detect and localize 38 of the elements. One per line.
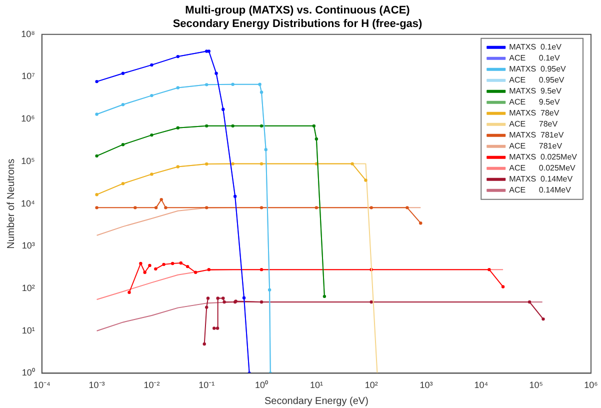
x-tick-label: 10⁻⁴ bbox=[33, 380, 50, 390]
legend-label: ACE 0.1eV bbox=[509, 54, 560, 63]
x-tick-label: 10⁻¹ bbox=[198, 380, 215, 390]
legend-label: ACE 78eV bbox=[509, 120, 558, 129]
legend-label: MATXS 9.5eV bbox=[509, 86, 562, 96]
y-tick-label: 10⁷ bbox=[22, 71, 35, 82]
y-tick-label: 10⁶ bbox=[21, 114, 36, 124]
chart-subtitle: Secondary Energy Distributions for H (free-gas) bbox=[172, 18, 423, 30]
x-tick-label: 10⁴ bbox=[474, 380, 488, 390]
x-tick-label: 10³ bbox=[420, 380, 433, 390]
legend-label: MATXS 0.1eV bbox=[509, 42, 562, 52]
y-tick-label: 10² bbox=[22, 282, 35, 293]
x-tick-label: 10⁻³ bbox=[88, 380, 105, 390]
y-tick-label: 10¹ bbox=[22, 325, 35, 336]
y-tick-label: 10⁸ bbox=[21, 28, 36, 39]
x-tick-label: 10⁶ bbox=[584, 380, 598, 390]
x-tick-label: 10⁰ bbox=[255, 380, 268, 390]
legend-label: ACE 9.5eV bbox=[509, 98, 560, 107]
legend-label: ACE 0.025MeV bbox=[509, 164, 576, 173]
x-axis-title: Secondary Energy (eV) bbox=[264, 396, 368, 407]
y-tick-label: 10⁴ bbox=[20, 198, 35, 208]
x-tick-label: 10⁵ bbox=[529, 380, 544, 390]
legend-label: ACE 0.14MeV bbox=[509, 186, 572, 195]
legend-label: MATXS 0.95eV bbox=[509, 64, 567, 74]
legend-label: ACE 781eV bbox=[509, 142, 563, 151]
legend-label: ACE 0.95eV bbox=[509, 76, 565, 85]
y-axis-title: Number of Neutrons bbox=[6, 158, 17, 249]
legend-label: MATXS 0.14MeV bbox=[509, 174, 574, 184]
legend-label: MATXS 0.025MeV bbox=[509, 152, 578, 162]
x-tick-label: 10² bbox=[364, 380, 378, 390]
x-tick-label: 10⁻² bbox=[144, 380, 160, 390]
y-tick-label: 10⁵ bbox=[21, 156, 36, 166]
y-tick-label: 10³ bbox=[22, 240, 35, 251]
chart-title: Multi-group (MATXS) vs. Continuous (ACE) bbox=[185, 4, 410, 17]
y-tick-label: 10⁰ bbox=[22, 368, 35, 378]
legend-label: MATXS 78eV bbox=[509, 108, 560, 118]
x-tick-label: 10¹ bbox=[310, 380, 323, 390]
legend-label: MATXS 781eV bbox=[509, 130, 564, 140]
